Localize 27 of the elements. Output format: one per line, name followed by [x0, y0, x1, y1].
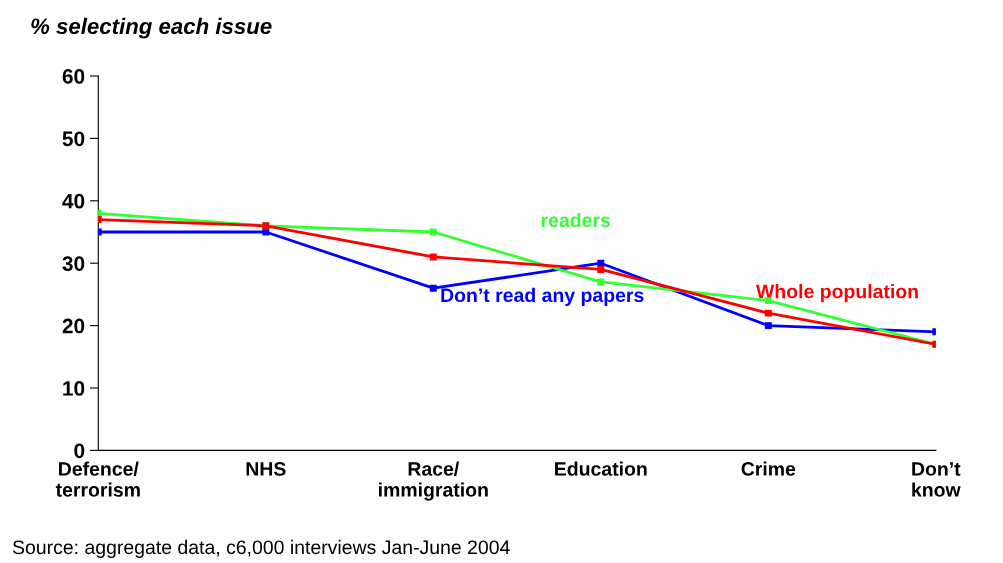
source-note: Source: aggregate data, c6,000 interviews Jan-June 2004: [12, 539, 510, 558]
x-tick-label: Crime: [741, 461, 796, 476]
series-label: readers: [541, 212, 611, 228]
x-tick-label: Race/ immigration: [379, 461, 488, 501]
x-tick-label: Don’t know: [912, 462, 961, 497]
x-tick-label: Defence/ terrorism: [55, 461, 140, 497]
point: [429, 228, 437, 236]
y-tick-label: 60: [62, 69, 85, 84]
point: [429, 284, 437, 292]
y-tick-label: 30: [62, 256, 85, 271]
chart-title: % selecting each issue: [31, 17, 272, 39]
point: [597, 265, 605, 273]
x-tick-label: NHS: [246, 462, 286, 476]
series-label: Don’t read any papers: [441, 287, 644, 306]
x-tick-label: Education: [555, 461, 647, 476]
y-tick-label: 40: [62, 193, 85, 209]
y-tick-label: 50: [62, 131, 85, 147]
y-tick-label: 10: [63, 381, 85, 396]
point: [429, 253, 437, 261]
point: [764, 309, 772, 317]
y-tick-label: 20: [62, 318, 85, 334]
y-tick-label: 0: [74, 443, 85, 459]
point: [764, 322, 772, 330]
point: [597, 278, 605, 286]
point: [597, 259, 605, 267]
point: [262, 228, 270, 236]
series-label: Whole population: [756, 284, 918, 303]
